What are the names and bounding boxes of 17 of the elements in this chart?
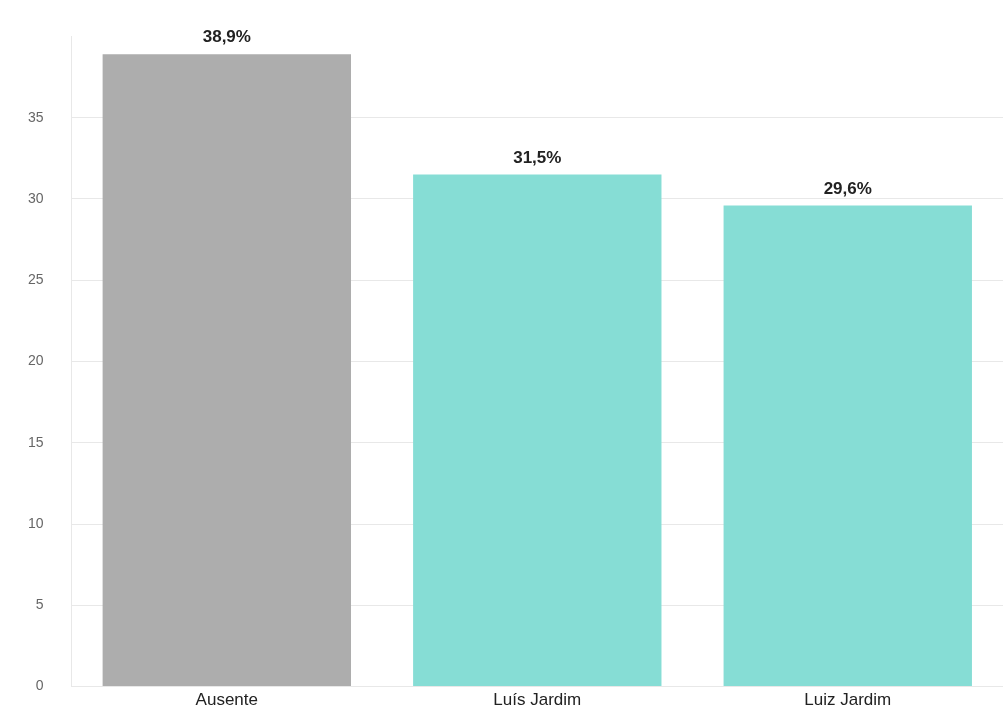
y-tick-label: 0 [35,677,44,694]
x-tick-label: Luís Jardim [493,690,582,710]
y-tick-label: 15 [27,433,44,450]
x-tick-label: Luiz Jardim [804,690,892,710]
y-tick-label: 30 [27,189,44,206]
data-label: 38,9% [202,27,251,47]
y-tick-label: 35 [27,108,44,125]
bar [723,205,972,687]
x-tick-label: Ausente [195,690,259,710]
y-tick-label: 25 [27,271,44,288]
y-tick-label: 10 [27,514,44,531]
bar [102,54,351,687]
data-label: 31,5% [513,147,562,167]
bar [413,174,662,687]
y-tick-label: 5 [35,596,44,613]
data-label: 29,6% [823,178,872,198]
y-tick-label: 20 [27,352,44,369]
